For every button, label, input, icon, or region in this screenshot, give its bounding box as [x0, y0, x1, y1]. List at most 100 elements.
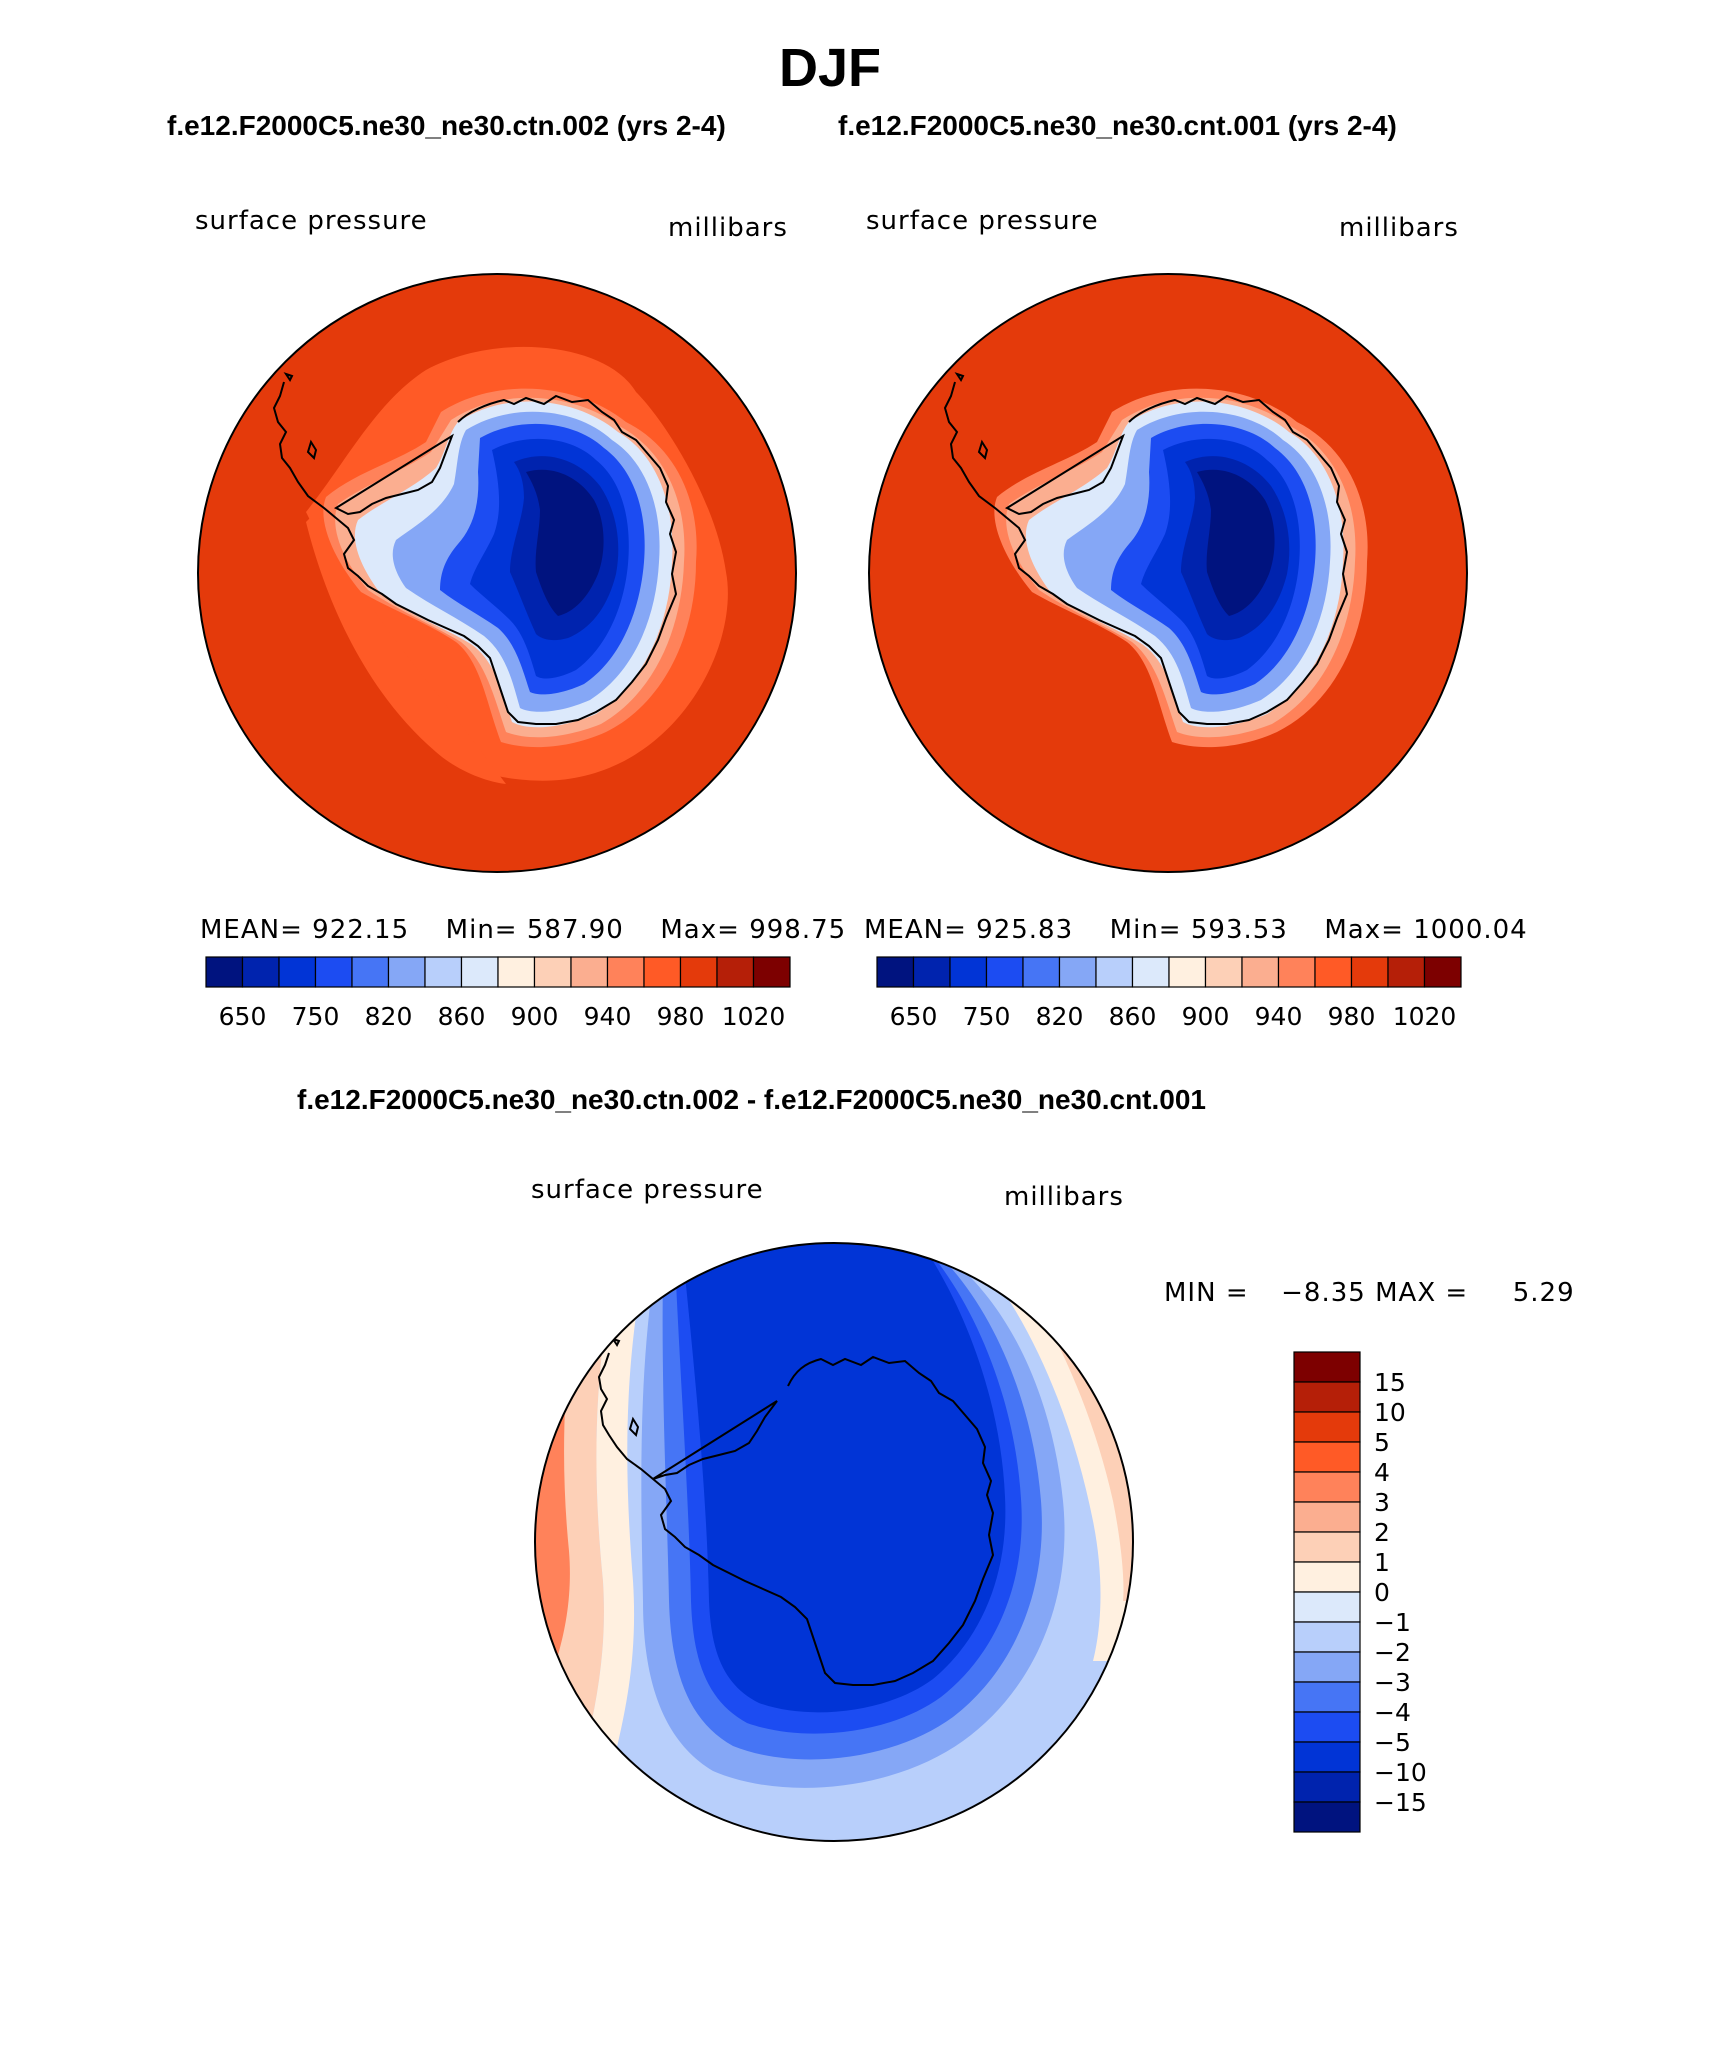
panel1-colorbar: 650 750 820 860 900 940 980 1020	[205, 956, 791, 1031]
panel3-colorbar-box	[1293, 1711, 1361, 1743]
panel1-ocean-lobe-south	[306, 512, 506, 784]
panel1-colorbar-tick-label: 900	[511, 1002, 559, 1031]
panel3-colorbar-tick-label: 0	[1374, 1578, 1390, 1607]
panel3-colorbar-box	[1293, 1591, 1361, 1623]
panel1-colorbar-box	[679, 956, 718, 988]
panel3-island-small	[610, 1337, 621, 1347]
panel3-colorbar-tick-label: −4	[1374, 1698, 1411, 1727]
panel1-max-label: Max=	[660, 915, 740, 945]
panel1-colorbar-tick-label: 750	[292, 1002, 340, 1031]
panel2-ice-deep	[1197, 469, 1275, 616]
panel1-max-value: 998.75	[749, 915, 847, 945]
panel3-colorbar-box	[1293, 1561, 1361, 1593]
panel2-colorbar-tick-label: 980	[1328, 1002, 1376, 1031]
panel1-min-value: 587.90	[526, 915, 624, 945]
panel2-island-small	[954, 372, 965, 382]
panel2-colorbar-box	[1277, 956, 1316, 988]
panel3-colorbar-box	[1293, 1531, 1361, 1563]
panel2-map	[868, 273, 1468, 873]
panel2-island	[977, 439, 989, 460]
panel2-colorbar-box	[912, 956, 951, 988]
panel3-colorbar-box	[1293, 1381, 1361, 1413]
panel3-colorbar-box	[1293, 1351, 1361, 1383]
panel2-colorbar-box	[1423, 956, 1462, 988]
panel2-colorbar-box	[1350, 956, 1389, 988]
panel3-colorbar-box	[1293, 1471, 1361, 1503]
panel2-colorbar-tick-label: 940	[1255, 1002, 1303, 1031]
panel1-island-small	[283, 372, 294, 382]
panel1-colorbar-box	[314, 956, 353, 988]
panel1-stats: MEAN= 922.15 Min= 587.90 Max= 998.75	[200, 913, 846, 947]
panel2-colorbar: 650 750 820 860 900 940 980 1020	[876, 956, 1462, 1031]
panel2-mean-value: 925.83	[976, 915, 1074, 945]
panel1-units-label: millibars	[668, 213, 788, 243]
panel3-map	[534, 1242, 1134, 1842]
panel2-colorbar-box	[1058, 956, 1097, 988]
panel1-colorbar-tick-label: 980	[657, 1002, 705, 1031]
panel1-colorbar-tick-label: 1020	[722, 1002, 786, 1031]
panel1-colorbar-box	[497, 956, 536, 988]
panel3-colorbar-box	[1293, 1741, 1361, 1773]
panel2-colorbar-box	[1022, 956, 1061, 988]
panel2-colorbar-tick-label: 860	[1109, 1002, 1157, 1031]
panel2-colorbar-tick-label: 650	[890, 1002, 938, 1031]
panel2-max-value: 1000.04	[1413, 915, 1528, 945]
panel2-colorbar-box	[1095, 956, 1134, 988]
panel1-colorbar-box	[716, 956, 755, 988]
panel1-colorbar-box	[351, 956, 390, 988]
panel2-map-border	[868, 273, 1468, 873]
panel1-colorbar-box	[570, 956, 609, 988]
panel2-variable-label: surface pressure	[866, 206, 1099, 236]
panel2-colorbar-box	[985, 956, 1024, 988]
panel3-colorbar-tick-label: 4	[1374, 1458, 1390, 1487]
panel3-colorbar-tick-label: −5	[1374, 1728, 1411, 1757]
panel2-mean-label: MEAN=	[864, 915, 967, 945]
panel1-island	[306, 439, 318, 460]
panel1-min-label: Min=	[445, 915, 518, 945]
panel2-colorbar-tick-label: 820	[1036, 1002, 1084, 1031]
case2-header: f.e12.F2000C5.ne30_ne30.cnt.001 (yrs 2-4…	[838, 110, 1397, 141]
panel1-colorbar-tick-label: 940	[584, 1002, 632, 1031]
panel2-colorbar-box	[1387, 956, 1426, 988]
panel3-colorbar-box	[1293, 1441, 1361, 1473]
panel2-colorbar-box	[1204, 956, 1243, 988]
panel2-min-value: 593.53	[1190, 915, 1288, 945]
panel3-colorbar-tick-label: 15	[1374, 1368, 1406, 1397]
panel1-colorbar-box	[205, 956, 244, 988]
panel2-max-label: Max=	[1324, 915, 1404, 945]
panel1-colorbar-box	[424, 956, 463, 988]
panel3-colorbar-box	[1293, 1411, 1361, 1443]
case1-header: f.e12.F2000C5.ne30_ne30.ctn.002 (yrs 2-4…	[167, 110, 726, 141]
panel3-west-zero	[573, 1271, 643, 1801]
panel3-colorbar-tick-label: 5	[1374, 1428, 1390, 1457]
panel2-colorbar-tick-label: 900	[1182, 1002, 1230, 1031]
panel1-colorbar-tick-label: 650	[219, 1002, 267, 1031]
panel2-min-label: Min=	[1109, 915, 1182, 945]
panel3-colorbar-tick-label: 3	[1374, 1488, 1390, 1517]
panel3-map-border	[534, 1242, 1134, 1842]
panel2-colorbar-box	[949, 956, 988, 988]
panel1-colorbar-box	[533, 956, 572, 988]
panel2-colorbar-box	[1168, 956, 1207, 988]
panel3-colorbar-tick-label: −10	[1374, 1758, 1427, 1787]
panel2-colorbar-box	[1314, 956, 1353, 988]
panel3-colorbar-tick-label: 1	[1374, 1548, 1390, 1577]
panel3-island	[628, 1416, 640, 1437]
panel1-colorbar-box	[387, 956, 426, 988]
panel2-colorbar-box	[1241, 956, 1280, 988]
panel2-coastline	[943, 381, 1349, 725]
panel3-min-value: −8.35	[1281, 1278, 1366, 1308]
panel1-variable-label: surface pressure	[195, 206, 428, 236]
page-title: DJF	[778, 38, 881, 98]
panel1-colorbar-box	[278, 956, 317, 988]
panel2-stats: MEAN= 925.83 Min= 593.53 Max= 1000.04	[864, 913, 1528, 947]
panel3-colorbar-box	[1293, 1681, 1361, 1713]
panel3-coastline	[597, 1352, 995, 1686]
panel3-colorbar-tick-label: −1	[1374, 1608, 1411, 1637]
panel1-colorbar-box	[606, 956, 645, 988]
panel1-mean-value: 922.15	[312, 915, 410, 945]
panel3-colorbar-box	[1293, 1651, 1361, 1683]
panel1-colorbar-tick-label: 820	[365, 1002, 413, 1031]
panel1-ice-deep	[526, 469, 604, 616]
